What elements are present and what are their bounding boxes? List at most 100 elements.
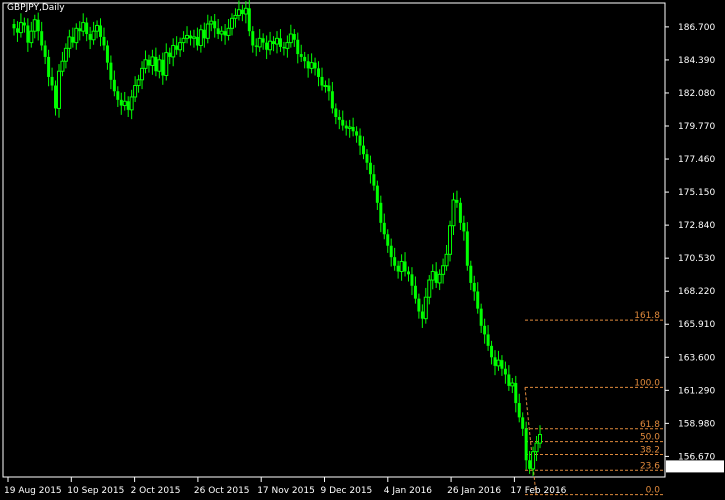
candle [240, 4, 244, 22]
candle [112, 70, 116, 97]
candle [441, 258, 446, 284]
candle-body-up [230, 17, 235, 29]
candle [67, 29, 72, 58]
candle-body-up [60, 60, 65, 72]
candle-body-down [503, 368, 507, 375]
candle-body-down [337, 116, 341, 120]
x-tick-label: 19 Aug 2015 [4, 486, 62, 496]
candle-body-up [209, 20, 214, 25]
candle-body-down [188, 35, 192, 39]
chart-frame [2, 2, 666, 478]
candle-body-up [74, 27, 79, 44]
candle-body-down [154, 56, 158, 72]
candle [375, 180, 379, 210]
candle-body-down [407, 271, 410, 275]
candle [372, 164, 376, 191]
candle [216, 19, 220, 40]
candle-body-up [268, 40, 273, 51]
candle-body-up [136, 79, 141, 87]
candle [175, 36, 179, 55]
candle [122, 91, 127, 111]
candle-body-up [257, 37, 262, 48]
candle-body-up [63, 47, 68, 62]
candle-body-down [479, 308, 483, 326]
candle [386, 229, 390, 253]
y-tick-label: 175.150 [678, 188, 715, 198]
candle [164, 43, 169, 81]
candle-body-up [309, 62, 314, 69]
candle-body-down [490, 345, 494, 358]
y-tick-label: 172.840 [678, 221, 715, 231]
candle-body-down [216, 28, 220, 35]
candle [257, 29, 262, 52]
candle [531, 446, 536, 476]
candle [462, 215, 466, 241]
candle-body-down [168, 52, 172, 57]
fib-level-label: 61.8 [640, 420, 660, 430]
candle [36, 12, 40, 41]
candle-body-up [534, 442, 539, 453]
fib-level-label: 161.8 [634, 311, 660, 321]
candle [434, 262, 438, 288]
candle [251, 26, 255, 53]
candle-body-down [368, 162, 372, 175]
candle [275, 31, 279, 54]
candle [219, 26, 224, 42]
candle-body-down [317, 68, 321, 77]
candle [427, 275, 432, 305]
candle [420, 304, 424, 328]
candle-body-down [213, 21, 217, 29]
candle-body-down [417, 298, 421, 312]
candle-body-up [140, 67, 145, 81]
candle-body-up [178, 42, 183, 51]
candle [81, 13, 86, 37]
candle-body-down [386, 234, 390, 246]
y-tick-label: 184.390 [678, 56, 715, 66]
candle [309, 53, 314, 74]
candle [18, 13, 23, 38]
candle-body-down [462, 222, 466, 232]
candle [88, 26, 92, 50]
candle-body-down [514, 383, 518, 404]
fib-level-label: 0.0 [646, 486, 661, 496]
candle [32, 14, 37, 39]
candle-body-down [483, 325, 487, 335]
x-tick-label: 26 Jan 2016 [447, 486, 501, 496]
candle [202, 22, 206, 48]
candle-body-up [288, 33, 293, 44]
candle-body-down [465, 231, 469, 266]
candle-body-down [22, 22, 26, 26]
candle [407, 266, 410, 282]
candle [334, 103, 338, 125]
candles [12, 0, 542, 476]
candle [490, 340, 494, 365]
candle-body-down [223, 31, 227, 36]
candle-body-down [282, 46, 286, 49]
candle-body-up [122, 100, 127, 107]
candle [327, 78, 331, 101]
candle [236, 0, 241, 21]
candle [292, 29, 296, 47]
candle-body-down [486, 334, 490, 346]
candle [469, 260, 473, 291]
candle [538, 425, 542, 449]
candle-body-up [91, 30, 96, 41]
candle-body-down [251, 31, 255, 46]
candle [116, 86, 120, 107]
candle [247, 0, 251, 37]
candle [437, 269, 442, 291]
candle [465, 222, 469, 271]
candle-body-down [278, 38, 282, 47]
candle [191, 29, 196, 48]
x-tick-label: 2 Oct 2015 [131, 486, 181, 496]
candle-body-down [261, 38, 265, 43]
candle-body-down [306, 61, 310, 69]
candle [486, 325, 490, 351]
candle [479, 303, 483, 333]
candle [393, 247, 397, 271]
candle [168, 47, 172, 65]
y-tick-label: 168.220 [678, 287, 715, 297]
candle-body-down [116, 91, 120, 100]
candle [524, 421, 528, 470]
candle [278, 29, 282, 52]
